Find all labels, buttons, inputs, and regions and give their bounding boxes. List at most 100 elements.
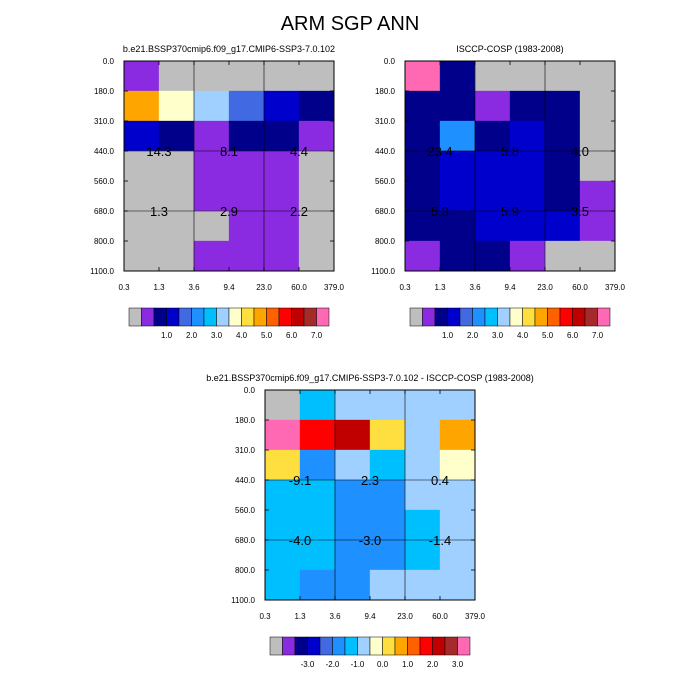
colorbar-label: 6.0	[286, 331, 298, 340]
heatmap-cell	[334, 419, 371, 451]
heatmap-cell	[263, 120, 300, 152]
x-tick-label: 3.6	[469, 283, 481, 292]
heatmap-cell	[474, 90, 511, 122]
data-label: 6.2	[501, 0, 519, 3]
colorbar-swatch	[419, 636, 433, 656]
colorbar-swatch	[597, 307, 611, 327]
y-tick-label: 310.0	[235, 446, 256, 455]
colorbar-label: 2.0	[427, 660, 439, 669]
colorbar-swatch	[291, 307, 305, 327]
y-tick-label: 310.0	[375, 117, 396, 126]
data-label: 1.3	[150, 204, 168, 219]
heatmap-model: b.e21.BSSP370cmip6.f09_g17.CMIP6-SSP3-7.…	[90, 0, 344, 340]
colorbar-label: 7.0	[311, 331, 323, 340]
subplot-title: ISCCP-COSP (1983-2008)	[456, 44, 563, 54]
colorbar-label: -2.0	[326, 660, 340, 669]
y-tick-label: 1100.0	[231, 596, 255, 605]
x-tick-label: 379.0	[605, 283, 626, 292]
heatmap-cell	[404, 509, 441, 541]
x-tick-label: 1.3	[153, 283, 165, 292]
heatmap-cell	[299, 569, 336, 601]
y-tick-label: 800.0	[375, 237, 396, 246]
subplot-title: b.e21.BSSP370cmip6.f09_g17.CMIP6-SSP3-7.…	[206, 373, 534, 383]
heatmap-cell	[158, 90, 195, 122]
heatmap-cell	[193, 90, 230, 122]
y-tick-label: 800.0	[235, 566, 256, 575]
data-label: 23.4	[427, 144, 452, 159]
colorbar: -3.0 -2.0 -1.0 0.0 1.0 2.0 3.0	[269, 636, 471, 669]
data-label: -1.4	[429, 533, 451, 548]
heatmap-cell	[439, 509, 476, 541]
data-label: 4.0	[571, 144, 589, 159]
y-tick-label: 0.0	[103, 57, 115, 66]
data-label: -1.2	[429, 0, 451, 3]
heatmap-cell	[544, 240, 581, 272]
heatmap-cell	[579, 150, 616, 182]
colorbar-swatch	[369, 636, 383, 656]
colorbar-swatch	[584, 307, 598, 327]
y-tick-label: 180.0	[235, 416, 256, 425]
heatmap-cell	[579, 60, 616, 92]
heatmap-cell	[298, 60, 335, 92]
colorbar-label: 5.0	[261, 331, 273, 340]
colorbar-swatch	[269, 636, 283, 656]
figure-title: ARM SGP ANN	[281, 13, 420, 35]
colorbar-swatch	[319, 636, 333, 656]
data-label: 4.4	[290, 144, 308, 159]
heatmap-cell	[474, 210, 511, 242]
x-tick-label: 9.4	[504, 283, 516, 292]
x-tick-label: 60.0	[291, 283, 307, 292]
heatmap-cell	[509, 60, 546, 92]
heatmap-cell	[158, 60, 195, 92]
colorbar-label: -3.0	[301, 660, 315, 669]
x-tick-label: 0.3	[259, 612, 271, 621]
data-label: 4.1	[431, 0, 449, 3]
colorbar-swatch	[241, 307, 255, 327]
colorbar-swatch	[153, 307, 167, 327]
colorbar: 1.0 2.0 3.0 4.0 5.0 6.0 7.0	[409, 307, 611, 340]
x-tick-label: 0.3	[118, 283, 130, 292]
y-tick-label: 560.0	[375, 177, 396, 186]
colorbar-swatch	[282, 636, 296, 656]
data-label: 2.2	[290, 204, 308, 219]
heatmap-cell	[228, 120, 265, 152]
colorbar-swatch	[266, 307, 280, 327]
heatmap-cell	[334, 449, 371, 481]
heatmap-cell	[228, 90, 265, 122]
heatmap-cell	[334, 389, 371, 421]
heatmap-cell	[123, 210, 160, 242]
y-tick-label: 310.0	[94, 117, 115, 126]
y-tick-label: 440.0	[94, 147, 115, 156]
heatmap-cell	[579, 120, 616, 152]
heatmap-cell	[439, 539, 476, 571]
x-tick-label: 60.0	[572, 283, 588, 292]
heatmap-cell	[579, 210, 616, 242]
x-tick-label: 1.3	[294, 612, 306, 621]
heatmap-cell	[509, 90, 546, 122]
x-tick-label: 1.3	[434, 283, 446, 292]
x-tick-label: 3.6	[329, 612, 341, 621]
heatmap-cell	[439, 419, 476, 451]
colorbar-swatch	[344, 636, 358, 656]
data-label: 5.3	[431, 204, 449, 219]
heatmap-cell	[404, 240, 441, 272]
heatmap-cell	[474, 240, 511, 272]
colorbar-swatch	[459, 307, 473, 327]
heatmap-cell	[264, 389, 301, 421]
heatmap-cell	[509, 180, 546, 212]
heatmap-cell	[263, 90, 300, 122]
x-tick-label: 23.0	[397, 612, 413, 621]
heatmap-cell	[228, 240, 265, 272]
heatmap-cell	[193, 210, 230, 242]
colorbar-swatch	[444, 636, 458, 656]
colorbar-label: 1.0	[402, 660, 414, 669]
heatmap-cell	[369, 389, 406, 421]
y-tick-label: 440.0	[375, 147, 396, 156]
heatmap-cell	[404, 479, 441, 511]
x-tick-label: 23.0	[537, 283, 553, 292]
heatmap-cell	[263, 60, 300, 92]
y-tick-label: 440.0	[235, 476, 256, 485]
heatmap-cell	[263, 240, 300, 272]
colorbar-swatch	[572, 307, 586, 327]
data-label: 0.6	[150, 0, 168, 3]
